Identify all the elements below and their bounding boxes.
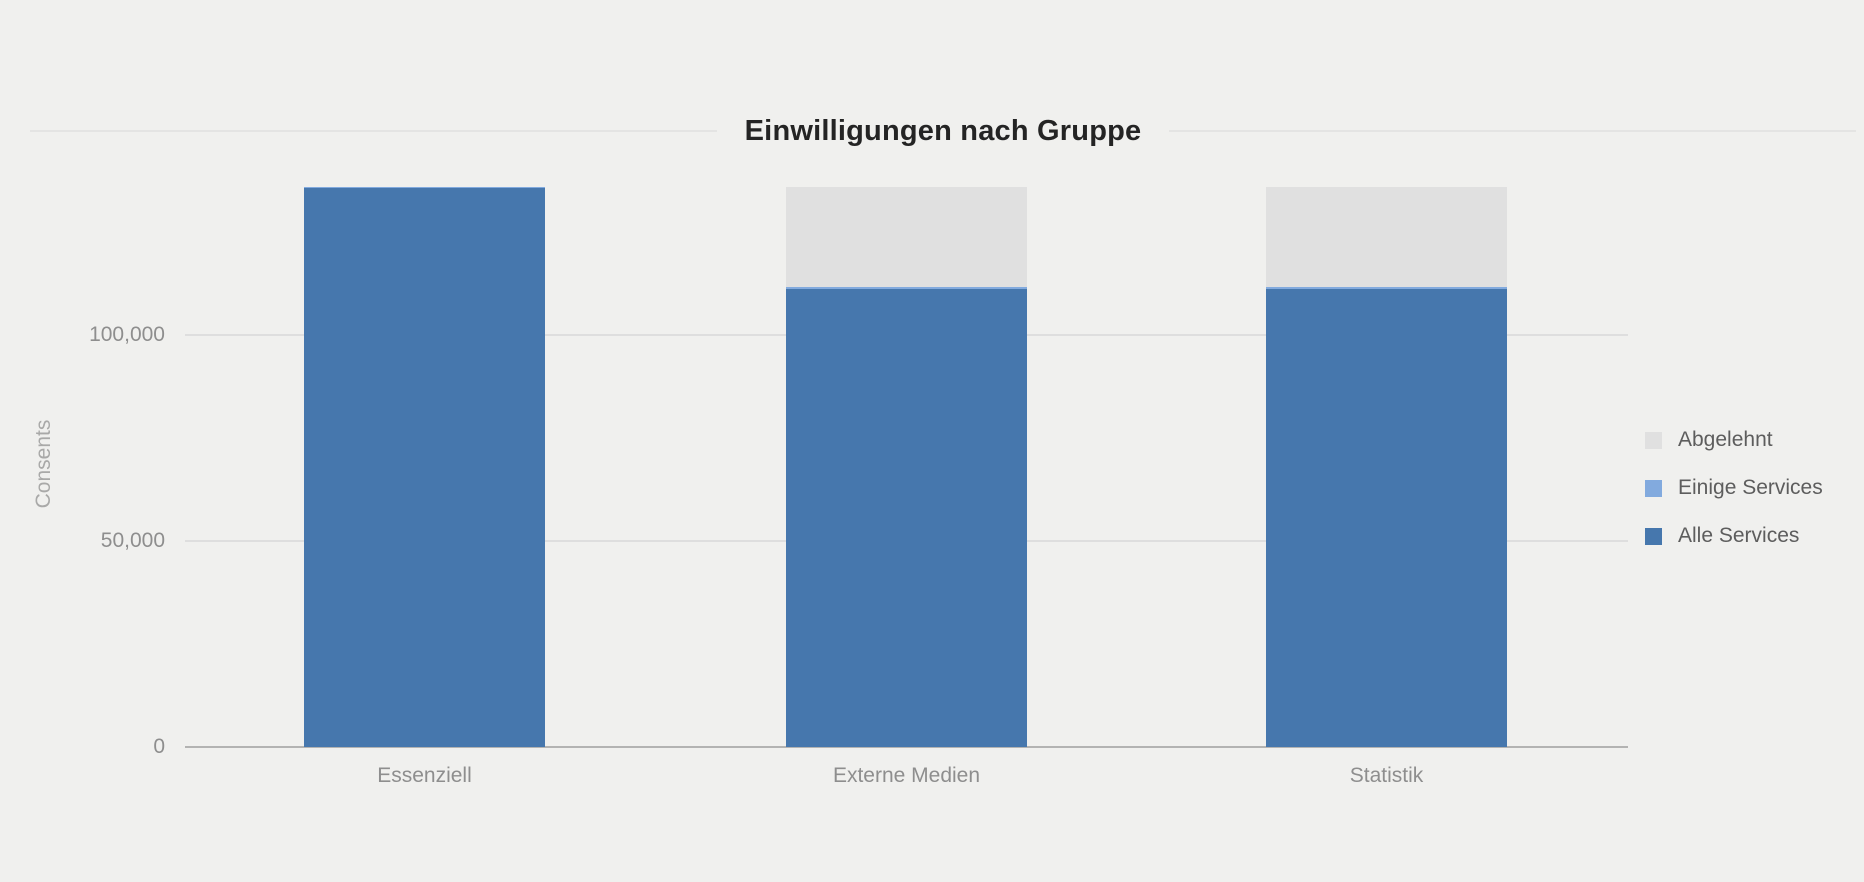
bar-statistik-segment-abgelehnt[interactable] — [1266, 186, 1507, 288]
legend-swatch-alle-services — [1645, 527, 1662, 545]
bar-statistik-segment-einige-services[interactable] — [1266, 287, 1507, 289]
bar-statistik-segment-alle-services[interactable] — [1266, 288, 1507, 747]
legend-item-alle-services[interactable]: Alle Services — [1645, 512, 1823, 560]
bar-essenziell-segment-alle-services[interactable] — [304, 188, 545, 747]
chart-header: Einwilligungen nach Gruppe — [30, 109, 1856, 153]
y-tick-label-0: 0 — [153, 735, 165, 758]
y-tick-label-50000: 50,000 — [100, 529, 165, 552]
title-rule-right — [1169, 130, 1856, 132]
legend-label-alle-services: Alle Services — [1678, 524, 1800, 547]
x-axis-label-externe-medien: Externe Medien — [832, 764, 981, 787]
title-rule-left — [30, 130, 717, 132]
x-axis-line — [185, 746, 1628, 748]
bar-essenziell-segment-einige-services[interactable] — [304, 186, 545, 189]
bar-externe-medien-segment-abgelehnt[interactable] — [786, 186, 1027, 288]
bar-externe-medien-segment-alle-services[interactable] — [786, 288, 1027, 747]
legend-item-einige-services[interactable]: Einige Services — [1645, 464, 1823, 512]
bar-externe-medien-segment-einige-services[interactable] — [786, 287, 1027, 289]
legend-swatch-abgelehnt — [1645, 431, 1662, 449]
legend-item-abgelehnt[interactable]: Abgelehnt — [1645, 416, 1823, 464]
legend-label-abgelehnt: Abgelehnt — [1678, 428, 1773, 451]
legend: Abgelehnt Einige Services Alle Services — [1645, 416, 1823, 560]
legend-swatch-einige-services — [1645, 479, 1662, 497]
chart-title: Einwilligungen nach Gruppe — [744, 114, 1142, 147]
y-axis-title: Consents — [32, 419, 55, 509]
x-axis-label-essenziell: Essenziell — [377, 764, 472, 787]
y-tick-label-100000: 100,000 — [89, 323, 165, 346]
x-axis-label-statistik: Statistik — [1349, 764, 1424, 787]
legend-label-einige-services: Einige Services — [1678, 476, 1823, 499]
